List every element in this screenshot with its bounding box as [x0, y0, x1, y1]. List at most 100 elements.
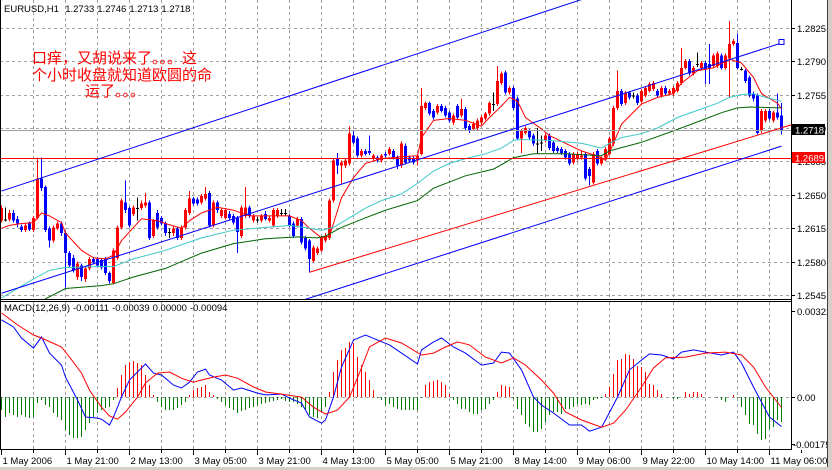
text-annotation[interactable]: 口痒，又胡说来了。。。这 个小时收盘就知道欧圆的命 运了。。。 — [32, 49, 212, 100]
macd-panel[interactable]: MACD(12,26,9) -0.00111 -0.00039 0.00000 -0.0… — [0, 302, 791, 449]
candle-body — [172, 228, 175, 234]
time-tick-label: 9 May 06:00 — [579, 456, 631, 467]
candle-body — [292, 223, 295, 236]
time-tick-label: 10 May 14:00 — [707, 456, 765, 467]
bull-candle — [36, 157, 39, 220]
candle-body — [272, 210, 275, 226]
bull-candle — [484, 111, 487, 121]
bear-candle — [208, 191, 211, 228]
bull-candle — [360, 149, 363, 158]
time-tick-label: 8 May 14:00 — [515, 456, 567, 467]
macd-hist-up-value: 0.00000 — [153, 303, 187, 314]
bull-candle — [220, 208, 223, 218]
candle-body — [140, 203, 143, 209]
bull-candle — [320, 235, 323, 253]
macd-legend: MACD(12,26,9) -0.00111 -0.00039 0.00000 -0.0… — [4, 303, 227, 314]
macd-tick-label: 0.00 — [797, 393, 816, 404]
candle-body — [144, 202, 147, 206]
bull-candle — [400, 141, 403, 169]
horizontal-line-price-marker: 1.2689 — [792, 152, 825, 165]
candle-body — [340, 162, 343, 166]
candle-body — [592, 153, 595, 183]
bull-candle — [592, 151, 595, 185]
candle-body — [60, 223, 63, 234]
candle-body — [684, 61, 687, 68]
trendline-objects[interactable] — [1, 0, 794, 302]
candle-body — [420, 106, 423, 154]
macd-scale[interactable]: 0.00322 0.00 -0.00175 — [791, 307, 831, 451]
candle-body — [780, 115, 783, 130]
candle-body — [560, 149, 563, 153]
bull-candle — [732, 39, 735, 46]
bear-candle — [352, 130, 355, 145]
candle-body — [200, 195, 203, 203]
bear-candle — [596, 149, 599, 166]
candle-body — [332, 160, 335, 201]
candle-body — [396, 157, 399, 166]
support-trendline[interactable] — [309, 124, 794, 273]
time-scale[interactable]: 1 May 2006 1 May 21:00 2 May 13:00 3 May 05… — [1, 450, 828, 467]
candle-body — [660, 87, 663, 96]
candle-body — [632, 95, 635, 97]
candle-body — [672, 87, 675, 94]
price-tick-label: 1.2755 — [797, 91, 826, 102]
candle-body — [208, 192, 211, 226]
bear-candle — [444, 106, 447, 118]
bull-candle — [328, 198, 331, 240]
macd-name: MACD(12,26,9) — [4, 303, 70, 314]
candle-body — [496, 81, 499, 105]
trendline-handle[interactable] — [778, 38, 785, 45]
bull-candle — [772, 110, 775, 123]
time-tick-label: 5 May 05:00 — [387, 456, 439, 467]
candle-body — [712, 55, 715, 66]
bear-candle — [20, 224, 23, 233]
candle-body — [704, 63, 707, 69]
bear-candle — [156, 210, 159, 230]
bear-candle — [300, 216, 303, 245]
price-panel[interactable]: EURUSD,H1 1.2733 1.2746 1.2713 1.2718 口痒，又胡说… — [0, 0, 794, 311]
bear-candle — [364, 149, 367, 156]
bull-candle — [200, 193, 203, 205]
candle-body — [364, 150, 367, 154]
lower-channel-line[interactable] — [298, 145, 782, 302]
candle-body — [180, 227, 183, 238]
candle-body — [748, 77, 751, 96]
macd-tick-label: 0.00322 — [797, 307, 831, 318]
time-tick-label: 3 May 05:00 — [195, 456, 247, 467]
candle-body — [544, 135, 547, 141]
candle-body — [448, 112, 451, 121]
bear-candle — [376, 155, 379, 163]
bull-candle — [268, 215, 271, 223]
candle-body — [40, 178, 43, 189]
bull-candle — [332, 158, 335, 203]
candle-body — [636, 95, 639, 104]
bear-candle — [108, 271, 111, 284]
candle-body — [744, 70, 747, 82]
candle-body — [236, 217, 239, 233]
time-tick-label: 3 May 21:00 — [259, 456, 311, 467]
candle-body — [480, 117, 483, 123]
candle-body — [84, 268, 87, 279]
bear-candle — [68, 251, 71, 268]
bear-candle — [304, 235, 307, 251]
candle-body — [640, 90, 643, 102]
candle-body — [768, 110, 771, 119]
macd-main-line — [1, 319, 782, 432]
candle-body — [8, 213, 11, 220]
time-tick-label: 11 May 06:00 — [771, 456, 828, 467]
price-marker-background — [792, 124, 825, 135]
bull-candle — [372, 153, 375, 161]
candle-body — [556, 148, 559, 151]
candle-body — [440, 106, 443, 111]
close-value: 1.2718 — [161, 4, 190, 15]
doji-candle — [168, 228, 171, 238]
middle-channel-line[interactable] — [1, 42, 782, 294]
open-value: 1.2733 — [65, 4, 94, 15]
bull-candle — [420, 87, 423, 156]
bear-candle — [428, 101, 431, 116]
upper-channel-line[interactable] — [1, 0, 786, 192]
candle-body — [4, 219, 7, 221]
time-tick-label: 2 May 13:00 — [131, 456, 183, 467]
